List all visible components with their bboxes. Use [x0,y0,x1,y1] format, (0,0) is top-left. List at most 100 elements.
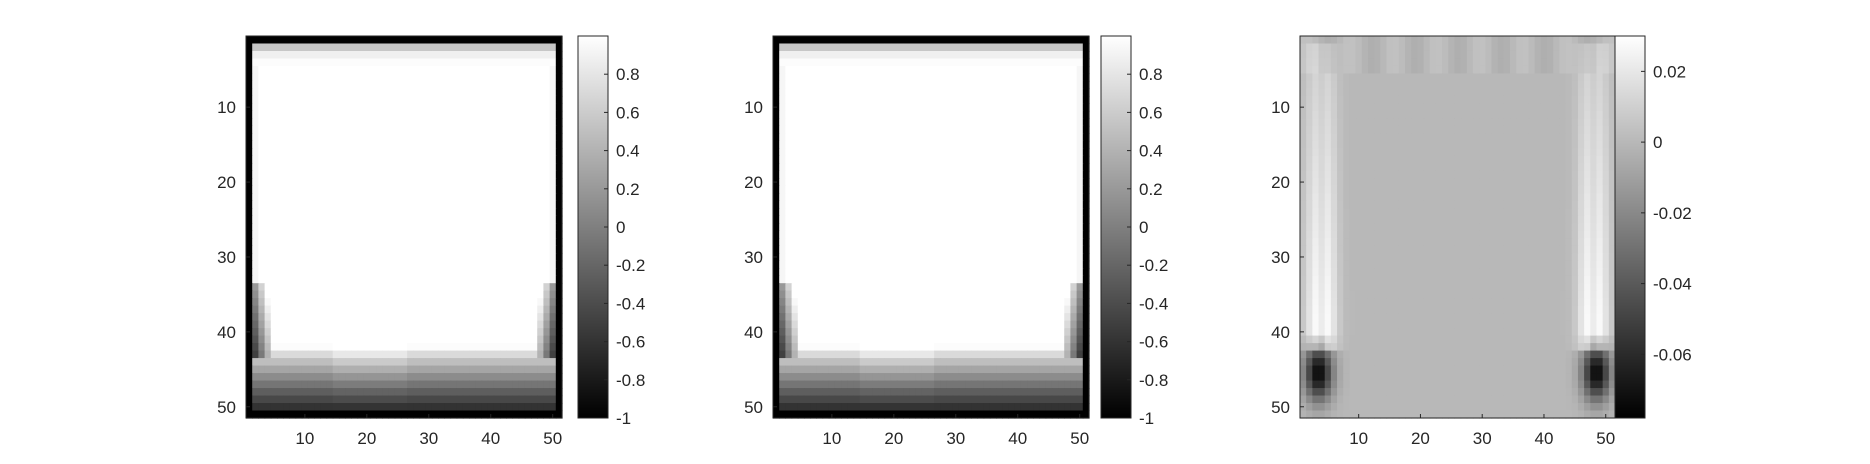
heatmap-cell [487,103,495,112]
heatmap-cell [369,298,377,307]
heatmap-cell [797,103,805,112]
heatmap-cell [295,245,303,254]
heatmap-cell [549,313,557,322]
heatmap-cell [1070,230,1078,239]
heatmap-cell [1082,118,1090,127]
heatmap-cell [828,350,836,359]
heatmap-cell [977,193,985,202]
heatmap-cell [438,298,445,307]
heatmap-cell [252,125,259,134]
heatmap-cell [276,155,284,164]
heatmap-cell [475,178,483,187]
heatmap-cell [363,313,371,322]
heatmap-cell [431,313,439,322]
heatmap-cell [314,80,321,90]
heatmap-cell [394,36,402,45]
heatmap-cell [1064,170,1072,179]
heatmap-cell [946,200,954,209]
heatmap-cell [872,110,879,119]
heatmap-cell [779,215,786,224]
heatmap-cell [1008,73,1016,82]
heatmap-cell [431,50,439,60]
heatmap-cell [1039,193,1047,202]
heatmap-cell [301,320,309,329]
heatmap-cell [1008,223,1016,232]
heatmap-cell [425,73,433,82]
heatmap-cell [382,365,390,374]
heatmap-cell [903,36,910,45]
heatmap-cell [555,403,563,412]
heatmap-cell [989,365,997,374]
heatmap-cell [1082,208,1090,217]
heatmap-cell [394,95,402,105]
heatmap-cell [555,73,563,82]
heatmap-cell [314,155,321,164]
heatmap-cell [307,88,315,97]
heatmap-cell [927,103,935,112]
heatmap-cell [431,88,439,97]
heatmap-cell [301,260,309,269]
heatmap-cell [946,275,954,284]
heatmap-cell [828,88,836,97]
heatmap-cell [884,133,892,142]
heatmap-cell [252,88,259,97]
heatmap-cell [270,403,278,412]
heatmap-cell [1033,133,1041,142]
heatmap-cell [382,335,390,344]
heatmap-cell [456,335,464,344]
heatmap-cell [413,95,421,105]
heatmap-cell [1058,148,1065,157]
heatmap-cell [859,110,867,119]
heatmap-cell [518,358,526,367]
heatmap-cell [419,298,427,307]
heatmap-cell [779,320,786,329]
heatmap-cell [940,305,948,314]
heatmap-cell [438,365,445,374]
heatmap-cell [934,185,941,194]
heatmap-cell [320,260,328,269]
heatmap-cell [419,178,427,187]
heatmap-cell [462,388,470,397]
heatmap-cell [803,95,811,105]
heatmap-cell [400,178,408,187]
heatmap-cell [400,58,408,67]
heatmap-cell [307,185,315,194]
heatmap-cell [946,298,954,307]
heatmap-cell [1064,358,1072,367]
heatmap-cell [407,58,414,67]
heatmap-cell [338,238,346,247]
heatmap-cell [909,350,917,359]
heatmap-cell [456,410,464,419]
heatmap-cell [338,133,346,142]
heatmap-cell [283,365,290,374]
heatmap-cell [878,50,886,60]
heatmap-cell [369,80,377,90]
heatmap-cell [462,283,470,292]
heatmap-cell [1002,58,1010,67]
heatmap-cell [1027,178,1034,187]
heatmap-cell [456,223,464,232]
heatmap-cell [865,43,873,52]
heatmap-cell [841,80,848,90]
heatmap-cell [872,223,879,232]
heatmap-cell [419,313,427,322]
heatmap-cell [1082,50,1090,60]
heatmap-cell [903,208,910,217]
heatmap-cell [469,103,476,112]
heatmap-cell [512,410,520,419]
heatmap-cell [270,140,278,149]
heatmap-cell [537,65,545,75]
heatmap-cell [506,118,514,127]
heatmap-cell [363,65,371,75]
heatmap-cell [977,36,985,45]
heatmap-cell [847,268,855,277]
heatmap-cell [555,260,563,269]
heatmap-cell [394,110,402,119]
heatmap-cell [859,178,867,187]
heatmap-cell [773,290,780,299]
heatmap-cell [785,178,793,187]
heatmap-cell [438,350,445,359]
heatmap-cell [884,350,892,359]
heatmap-cell [394,58,402,67]
heatmap-cell [1033,283,1041,292]
